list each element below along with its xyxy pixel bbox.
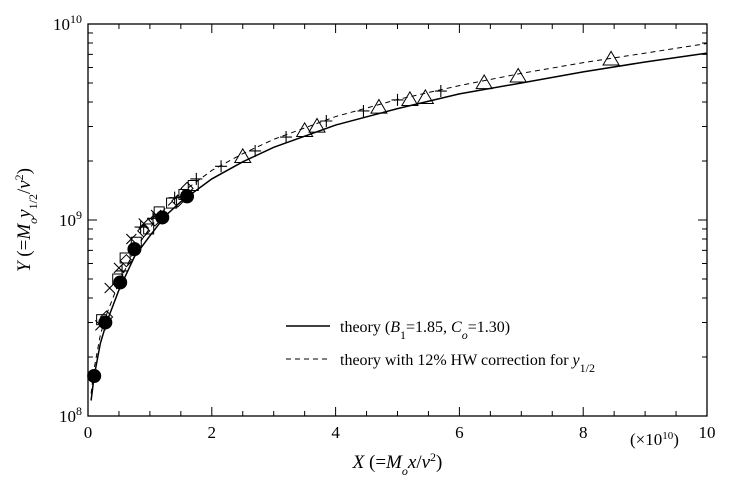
plus-marker [320,114,333,127]
diamond-marker [180,181,194,196]
diamond-marker [148,213,162,227]
diamond-marker [99,310,114,324]
diamond-marker [119,253,134,268]
plus-marker [215,160,228,173]
cross-marker [113,262,125,274]
x-tick-label: 2 [208,423,217,442]
triangle-marker [475,74,494,90]
plus-marker [280,131,293,144]
filled-circle-marker [180,189,195,204]
square-marker [178,188,190,200]
triangle-marker [233,147,252,163]
plus-marker [357,104,370,117]
legend-entry-solid: theory (B1=1.85, Co=1.30) [340,319,510,342]
triangle-marker [602,50,620,66]
filled-circle-marker [98,315,113,330]
triangle-marker [416,88,435,104]
filled-circle-marker [127,242,142,257]
plus-marker [190,172,203,185]
x-axis-title: X (=Mox/ν2) [352,450,443,478]
y-tick-label: 108 [59,404,82,426]
square-marker [166,197,178,209]
y-tick-label: 1010 [53,12,82,34]
theory-curve [90,52,708,401]
triangle-marker [370,98,388,114]
filled-circle-marker [87,368,102,383]
x-tick-label: 0 [84,423,93,442]
triangle-marker [509,67,528,83]
x-tick-label: 10 [699,423,716,442]
square-marker [96,314,108,326]
x-tick-label: 6 [455,423,464,442]
theory-curves [90,43,708,401]
tick-labels: 0 2 4 6 8 10 108 109 1010 [53,12,716,442]
y-tick-label: 109 [59,208,82,230]
plus-marker [249,144,262,157]
x-tick-label: 8 [579,423,588,442]
square-marker [130,236,142,248]
square-marker [112,273,124,285]
x-axis-multiplier: (×1010) [630,430,679,449]
axis-ticks [87,23,708,417]
data-markers [87,50,620,383]
legend-entry-dashed: theory with 12% HW correction for y1/2 [340,352,595,375]
filled-circle-marker [155,210,170,225]
plus-marker [434,85,447,98]
triangle-marker [308,117,326,133]
legend: theory (B1=1.85, Co=1.30) theory with 12… [286,319,595,375]
diamond-marker [171,194,185,208]
filled-circle-marker [113,275,128,290]
plus-marker [391,93,404,106]
square-marker [187,179,199,191]
square-marker [143,223,155,235]
x-tick-label: 4 [331,423,340,442]
diamond-marker [137,224,151,238]
cross-marker [104,282,116,294]
triangle-marker [295,121,314,137]
y-axis-title: Y (=Moy1/2/ν2) [12,168,40,272]
triangle-marker [401,90,419,106]
square-marker [153,206,165,218]
